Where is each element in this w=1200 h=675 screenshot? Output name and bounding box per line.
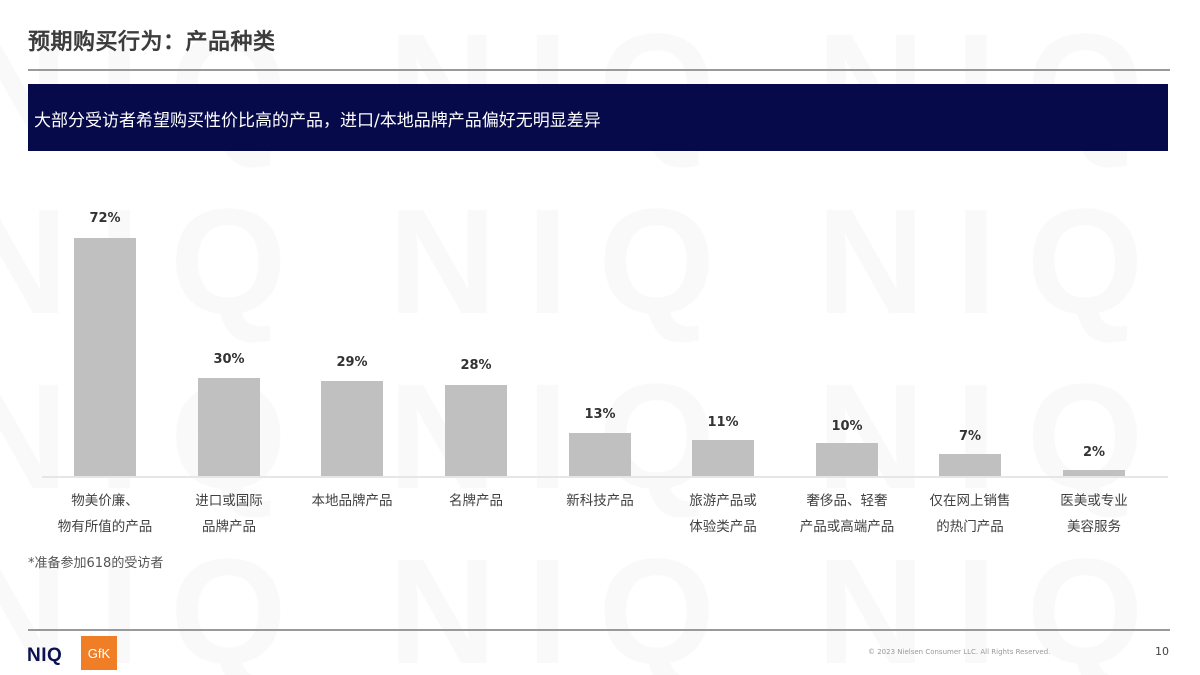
banner-text: 大部分受访者希望购买性价比高的产品，进口/本地品牌产品偏好无明显差异 <box>34 111 601 131</box>
category-label-line: 仅在网上销售 <box>929 493 1011 509</box>
category-label-line: 物有所值的产品 <box>57 519 153 535</box>
footnote: *准备参加618的受访者 <box>28 556 164 571</box>
category-label: 名牌产品 <box>411 488 541 514</box>
category-label-line: 美容服务 <box>1067 519 1121 535</box>
value-label: 11% <box>707 415 739 430</box>
value-label: 29% <box>336 355 368 370</box>
category-label: 进口或国际 品牌产品 <box>164 488 294 540</box>
category-label-line: 旅游产品或 <box>689 493 757 509</box>
value-label: 2% <box>1082 445 1106 460</box>
category-label-line: 体验类产品 <box>689 519 757 535</box>
bar-famous-brands <box>445 385 507 476</box>
bar-medical-beauty <box>1063 470 1125 476</box>
value-label: 72% <box>89 211 121 226</box>
category-label: 物美价廉、 物有所值的产品 <box>40 488 170 540</box>
page-title: 预期购买行为：产品种类 <box>28 30 276 55</box>
category-label-line: 产品或高端产品 <box>799 519 895 535</box>
footer-divider <box>28 629 1170 631</box>
value-label: 13% <box>584 407 616 422</box>
category-label-line: 医美或专业 <box>1060 493 1128 509</box>
x-axis-baseline <box>42 476 1168 478</box>
category-label: 本地品牌产品 <box>287 488 417 514</box>
niq-logo: NIQ <box>27 645 63 666</box>
value-label: 28% <box>460 358 492 373</box>
bar-local-brands <box>321 381 383 476</box>
value-label: 30% <box>213 352 245 367</box>
title-divider <box>28 69 1170 71</box>
category-label-line: 物美价廉、 <box>71 493 139 509</box>
copyright-text: © 2023 Nielsen Consumer LLC. All Rights … <box>868 648 1051 656</box>
bar-online-exclusive <box>939 454 1001 476</box>
bar-luxury <box>816 443 878 476</box>
bar-travel-experience <box>692 440 754 476</box>
category-label-line: 品牌产品 <box>202 519 256 535</box>
bar-new-tech <box>569 433 631 476</box>
category-label: 旅游产品或 体验类产品 <box>658 488 788 540</box>
bar-imported-brands <box>198 378 260 476</box>
key-insight-banner: 大部分受访者希望购买性价比高的产品，进口/本地品牌产品偏好无明显差异 <box>28 84 1168 151</box>
gfk-logo: GfK <box>81 636 117 670</box>
category-label: 仅在网上销售 的热门产品 <box>905 488 1035 540</box>
category-label: 奢侈品、轻奢 产品或高端产品 <box>782 488 912 540</box>
category-label-line: 新科技产品 <box>566 493 634 509</box>
category-label-line: 名牌产品 <box>449 493 503 509</box>
category-label-line: 的热门产品 <box>936 519 1004 535</box>
category-label-line: 奢侈品、轻奢 <box>806 493 888 509</box>
page-number: 10 <box>1155 645 1169 658</box>
value-label: 10% <box>831 419 863 434</box>
category-label: 医美或专业 美容服务 <box>1029 488 1159 540</box>
bar-value-for-money <box>74 238 136 476</box>
category-label-line: 进口或国际 <box>195 493 263 509</box>
value-label: 7% <box>958 429 982 444</box>
category-label: 新科技产品 <box>535 488 665 514</box>
category-label-line: 本地品牌产品 <box>311 493 393 509</box>
